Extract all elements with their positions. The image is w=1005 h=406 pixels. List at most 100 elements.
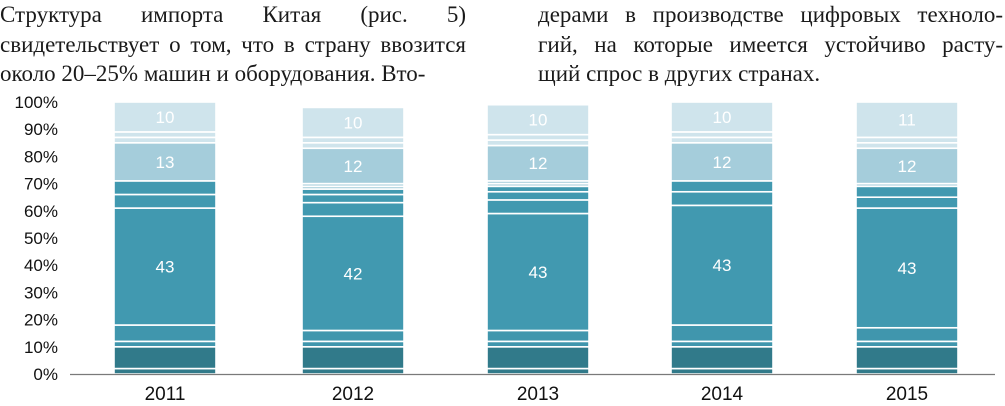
bar-segment bbox=[486, 185, 590, 193]
bar-segment bbox=[301, 188, 405, 196]
x-tick-label: 2015 bbox=[886, 384, 928, 405]
bar-segment bbox=[670, 180, 774, 193]
bar-segment bbox=[670, 136, 774, 144]
data-label: 12 bbox=[344, 157, 363, 176]
bar-2011: 43 13 10 bbox=[113, 101, 217, 375]
bar-segment bbox=[301, 340, 405, 348]
bar-segment bbox=[855, 340, 959, 348]
bar-segment bbox=[301, 106, 405, 139]
bar-segment bbox=[670, 131, 774, 139]
data-label: 10 bbox=[156, 108, 175, 127]
stacked-bar-chart: 0% 10% 20% 30% 40% 50% 60% 70% 80% 90% 100% 43 13 10… bbox=[15, 93, 995, 405]
bar-segment bbox=[855, 141, 959, 150]
y-tick-label: 20% bbox=[24, 311, 58, 330]
bar-segment bbox=[486, 139, 590, 147]
bar-segment bbox=[855, 185, 959, 198]
paragraph-left: Структура импорта Китая (рис. 5) свидете… bbox=[0, 0, 466, 86]
bar-segment bbox=[113, 367, 217, 375]
bar-segment bbox=[486, 133, 590, 141]
bar-segment bbox=[113, 324, 217, 343]
bar-segment bbox=[113, 345, 217, 370]
bar-segment bbox=[113, 131, 217, 139]
bar-segment bbox=[486, 345, 590, 370]
y-tick-label: 0% bbox=[33, 365, 58, 384]
bar-segment bbox=[486, 103, 590, 136]
bar-segment bbox=[113, 101, 217, 133]
bar-segment bbox=[301, 141, 405, 150]
bar-segment bbox=[670, 190, 774, 207]
bar-segment bbox=[486, 329, 590, 343]
data-label: 43 bbox=[898, 259, 917, 278]
bar-segment bbox=[855, 207, 959, 329]
paragraph-right-line: щий спрос в других странах. bbox=[538, 61, 821, 86]
y-tick-label: 30% bbox=[24, 283, 58, 302]
bar-segment bbox=[301, 345, 405, 370]
data-label: 43 bbox=[529, 263, 548, 282]
x-tick-label: 2013 bbox=[517, 384, 559, 405]
bar-segment bbox=[855, 367, 959, 375]
paragraph-left-line: около 20–25% машин и оборудования. Вто- bbox=[0, 61, 426, 86]
bar-segment bbox=[486, 367, 590, 375]
bar-segment bbox=[113, 207, 217, 326]
bar-2012: 42 12 10 bbox=[301, 106, 405, 375]
y-tick-label: 50% bbox=[24, 229, 58, 248]
data-label: 42 bbox=[344, 264, 363, 283]
y-tick-label: 100% bbox=[15, 93, 58, 112]
x-tick-label: 2014 bbox=[701, 384, 744, 405]
bar-segment bbox=[670, 204, 774, 326]
data-label: 12 bbox=[529, 154, 548, 173]
y-tick-label: 60% bbox=[24, 202, 58, 221]
paragraph-right: дерами в производстве цифровых техноло- … bbox=[538, 0, 1003, 86]
y-tick-label: 40% bbox=[24, 256, 58, 275]
bar-segment bbox=[301, 201, 405, 218]
paragraph-left-line: свидетельствует о том, что в страну ввоз… bbox=[0, 31, 466, 57]
x-tick-label: 2012 bbox=[332, 384, 374, 405]
bar-segment bbox=[301, 329, 405, 343]
bar-segment bbox=[301, 215, 405, 332]
bar-segment bbox=[486, 199, 590, 215]
bar-segment bbox=[855, 196, 959, 209]
bar-segment bbox=[113, 136, 217, 144]
paragraph-left-line: Структура импорта Китая (рис. 5) bbox=[0, 2, 466, 27]
bar-segment bbox=[855, 101, 959, 139]
bar-segment bbox=[670, 367, 774, 375]
paragraph-right-line: дерами в производстве цифровых техноло- bbox=[538, 2, 1003, 27]
bar-segment bbox=[855, 147, 959, 185]
data-label: 10 bbox=[344, 113, 363, 132]
bar-segment bbox=[486, 190, 590, 201]
bar-segment bbox=[301, 367, 405, 375]
paragraph-right-line: гий, на которые имеется устойчиво расту- bbox=[538, 31, 1003, 57]
bar-segment bbox=[301, 193, 405, 204]
bar-segment bbox=[670, 340, 774, 348]
bar-segment bbox=[855, 345, 959, 370]
data-label: 10 bbox=[529, 111, 548, 130]
bar-2014: 43 12 10 bbox=[670, 101, 774, 375]
bar-segment bbox=[113, 340, 217, 348]
data-label: 43 bbox=[713, 256, 732, 275]
bars-group: 43 13 10 42 12 10 43 12 10 43 12 10 43 12 11 bbox=[113, 101, 959, 375]
bar-segment bbox=[113, 141, 217, 182]
y-tick-label: 80% bbox=[24, 147, 58, 166]
data-label: 10 bbox=[713, 108, 732, 127]
bar-2015: 43 12 11 bbox=[855, 101, 959, 375]
bar-segment bbox=[113, 180, 217, 196]
data-label: 13 bbox=[156, 153, 175, 172]
x-tick-label: 2011 bbox=[145, 384, 186, 405]
bar-segment bbox=[670, 101, 774, 133]
bar-segment bbox=[113, 193, 217, 209]
data-label: 12 bbox=[898, 157, 917, 176]
bar-segment bbox=[486, 340, 590, 348]
y-tick-label: 70% bbox=[24, 175, 58, 194]
bar-segment bbox=[301, 136, 405, 144]
bar-segment bbox=[670, 345, 774, 370]
bar-segment bbox=[670, 141, 774, 182]
bar-2013: 43 12 10 bbox=[486, 103, 590, 375]
x-axis: 2011 2012 2013 2014 2015 bbox=[145, 384, 929, 405]
y-tick-label: 90% bbox=[24, 120, 58, 139]
data-label: 11 bbox=[898, 111, 916, 130]
y-axis: 0% 10% 20% 30% 40% 50% 60% 70% 80% 90% 100% bbox=[15, 93, 58, 384]
bar-segment bbox=[486, 212, 590, 332]
bar-segment bbox=[855, 136, 959, 144]
data-label: 43 bbox=[156, 258, 175, 277]
bar-segment bbox=[670, 324, 774, 343]
